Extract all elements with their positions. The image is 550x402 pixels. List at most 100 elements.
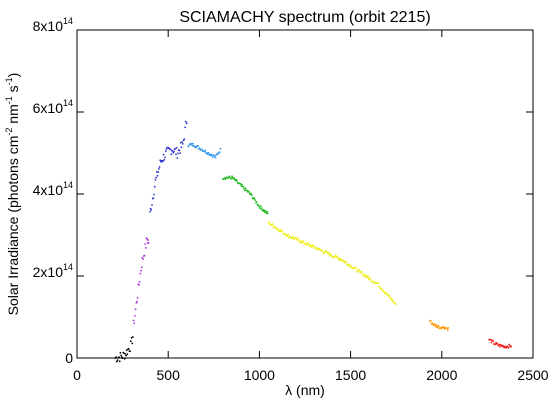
- data-point: [250, 194, 253, 197]
- y-tick-label: 8x1014: [33, 16, 73, 34]
- data-point: [245, 189, 248, 192]
- data-point: [381, 288, 384, 291]
- data-point: [115, 356, 117, 359]
- data-point: [385, 292, 388, 294]
- x-tick-label: 1500: [335, 367, 366, 383]
- data-point: [349, 266, 352, 268]
- plot-frame: [76, 29, 534, 359]
- data-point: [132, 336, 134, 338]
- data-point: [369, 277, 372, 280]
- data-point: [253, 197, 256, 200]
- data-point: [183, 138, 186, 141]
- plot-area: [76, 29, 534, 359]
- data-point: [127, 348, 130, 350]
- data-point: [348, 264, 351, 266]
- data-point: [434, 323, 437, 326]
- data-point: [115, 360, 118, 363]
- data-point: [342, 259, 345, 262]
- data-point: [312, 244, 314, 247]
- data-point: [372, 280, 375, 283]
- data-point: [181, 141, 184, 143]
- data-point: [502, 344, 505, 347]
- data-point: [505, 346, 508, 349]
- data-point: [392, 299, 395, 302]
- data-point: [285, 235, 288, 238]
- data-point: [390, 299, 393, 301]
- y-tick-label: 0: [65, 350, 73, 366]
- data-point: [498, 343, 501, 346]
- data-point: [447, 327, 450, 329]
- data-point: [219, 147, 222, 150]
- data-point: [230, 177, 233, 180]
- data-point: [181, 143, 184, 145]
- data-point: [279, 228, 282, 231]
- data-point: [248, 190, 250, 193]
- data-point: [302, 240, 305, 242]
- data-point: [250, 192, 252, 195]
- data-point: [143, 254, 146, 257]
- data-point: [327, 251, 330, 254]
- data-point: [149, 210, 151, 213]
- data-point: [155, 171, 158, 173]
- data-point: [510, 345, 513, 348]
- data-point: [507, 346, 510, 349]
- data-point: [151, 204, 153, 206]
- data-point: [190, 142, 193, 145]
- data-point: [254, 199, 257, 202]
- data-point: [185, 122, 188, 125]
- data-point: [242, 185, 245, 188]
- data-point: [125, 349, 128, 351]
- data-point: [214, 155, 216, 157]
- data-point: [134, 314, 136, 317]
- data-point: [145, 247, 147, 249]
- data-point: [266, 212, 269, 215]
- data-point: [156, 174, 159, 177]
- data-point: [136, 296, 139, 299]
- data-point: [281, 229, 284, 232]
- x-tick-label: 1000: [244, 367, 275, 383]
- data-point: [326, 250, 328, 253]
- data-point: [236, 179, 238, 182]
- data-point: [328, 253, 330, 256]
- data-point: [173, 150, 175, 153]
- data-point: [233, 178, 236, 181]
- data-point: [165, 148, 168, 151]
- x-tick-label: 2000: [426, 367, 457, 383]
- data-point: [363, 275, 366, 278]
- data-point: [334, 256, 336, 259]
- data-point: [208, 153, 211, 156]
- data-point: [212, 154, 215, 156]
- y-axis: 0 2x1014 4x1014 6x1014 8x1014: [33, 16, 533, 366]
- data-point: [382, 290, 385, 293]
- data-point: [328, 254, 331, 257]
- data-point: [184, 126, 187, 129]
- data-point: [499, 345, 502, 348]
- data-point: [363, 273, 365, 276]
- data-point: [243, 187, 245, 190]
- data-point: [266, 211, 268, 213]
- data-point: [154, 178, 157, 181]
- data-point: [388, 294, 390, 297]
- y-tick-label: 6x1014: [33, 98, 73, 116]
- data-point: [150, 209, 153, 211]
- data-point: [356, 271, 359, 273]
- data-point: [164, 150, 167, 153]
- data-point: [309, 244, 312, 247]
- data-point: [329, 252, 332, 255]
- data-point: [295, 236, 298, 239]
- data-point: [174, 148, 177, 150]
- data-point: [310, 246, 313, 249]
- data-point: [336, 256, 339, 259]
- data-point: [139, 272, 142, 275]
- data-point: [162, 153, 165, 156]
- data-point: [239, 182, 242, 185]
- data-point: [367, 276, 370, 279]
- data-point: [442, 325, 444, 328]
- data-point: [211, 156, 214, 159]
- data-point: [124, 353, 127, 355]
- data-point: [243, 189, 246, 192]
- data-point: [300, 241, 303, 244]
- data-point: [162, 159, 164, 162]
- data-point: [288, 236, 290, 239]
